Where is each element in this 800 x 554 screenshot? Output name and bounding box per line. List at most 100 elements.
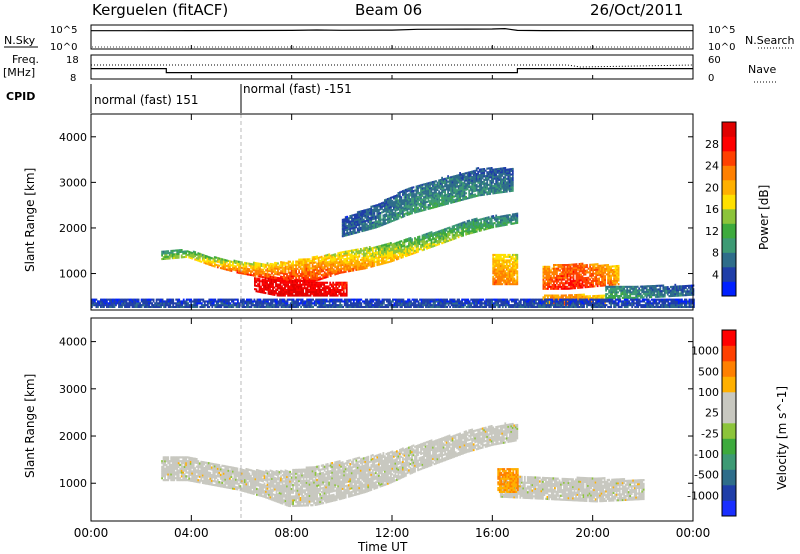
heatmap-cell — [241, 261, 243, 264]
heatmap-cell — [474, 227, 477, 230]
heatmap-cell — [367, 219, 370, 222]
noise-panel: N.Sky N.Search 10^5 10^0 10^5 10^0 — [4, 24, 795, 53]
heatmap-cell — [574, 287, 576, 290]
heatmap-cell — [284, 265, 287, 268]
heatmap-cell — [596, 265, 599, 268]
heatmap-cell — [480, 179, 483, 182]
heatmap-cell — [396, 201, 398, 204]
heatmap-cell — [381, 262, 383, 265]
heatmap-cell — [399, 244, 401, 247]
heatmap-cell — [548, 284, 551, 287]
heatmap-cell — [250, 270, 252, 273]
heatmap-cell — [198, 256, 201, 259]
heatmap-cell — [435, 202, 437, 205]
heatmap-cell — [322, 266, 325, 269]
heatmap-cell — [505, 185, 508, 188]
heatmap-cell — [406, 195, 409, 198]
heatmap-cell — [335, 265, 338, 268]
heatmap-cell — [421, 238, 424, 241]
heatmap-cell — [289, 266, 291, 269]
heatmap-cell — [312, 281, 315, 284]
heatmap-cell — [498, 264, 501, 267]
heatmap-cell — [382, 210, 385, 213]
heatmap-cell — [438, 237, 440, 240]
heatmap-cell — [307, 274, 309, 277]
heatmap-cell — [632, 287, 635, 290]
heatmap-cell — [444, 231, 446, 234]
heatmap-cell — [442, 194, 445, 197]
heatmap-cell — [605, 296, 607, 299]
heatmap-cell — [484, 184, 487, 187]
heatmap-cell — [606, 293, 609, 296]
heatmap-cell — [219, 263, 222, 266]
heatmap-cell — [426, 193, 428, 196]
heatmap-cell — [608, 291, 610, 294]
heatmap-cell — [581, 270, 584, 273]
heatmap-cell — [412, 189, 415, 192]
heatmap-cell — [448, 193, 451, 196]
heatmap-cell — [239, 268, 242, 271]
heatmap-cell — [239, 272, 242, 275]
heatmap-cell — [484, 220, 487, 223]
heatmap-cell — [608, 267, 611, 270]
heatmap-cell — [408, 195, 410, 198]
heatmap-cell — [391, 201, 394, 204]
heatmap-cell — [545, 301, 548, 304]
heatmap-cell — [617, 275, 620, 278]
heatmap-cell — [659, 286, 662, 289]
heatmap-cell — [279, 281, 282, 284]
heatmap-cell — [260, 287, 262, 290]
heatmap-cell — [492, 226, 495, 229]
heatmap-cell — [359, 217, 362, 220]
heatmap-cell — [311, 259, 314, 262]
heatmap-cell — [499, 270, 502, 273]
heatmap-cell — [492, 255, 495, 258]
heatmap-cell — [499, 178, 502, 181]
heatmap-cell — [608, 283, 611, 286]
heatmap-cell — [507, 270, 510, 273]
heatmap-cell — [257, 283, 259, 286]
heatmap-cell — [241, 270, 243, 273]
heatmap-cell — [421, 240, 424, 243]
heatmap-cell — [550, 269, 552, 272]
heatmap-cell — [502, 264, 505, 267]
heatmap-cell — [566, 280, 569, 283]
heatmap-cell — [335, 258, 338, 261]
heatmap-cell — [554, 284, 557, 287]
heatmap-cell — [309, 294, 312, 297]
heatmap-cell — [614, 272, 617, 275]
heatmap-cell — [355, 263, 358, 266]
heatmap-cell — [292, 264, 294, 267]
heatmap-cell — [287, 260, 290, 263]
heatmap-cell — [623, 293, 626, 296]
heatmap-cell — [504, 185, 507, 188]
heatmap-cell — [412, 252, 415, 255]
heatmap-cell — [218, 264, 221, 267]
heatmap-cell — [227, 269, 230, 272]
heatmap-cell — [341, 222, 344, 225]
heatmap-cell — [305, 279, 307, 282]
heatmap-cell — [346, 234, 349, 237]
heatmap-cell — [400, 209, 403, 212]
heatmap-cell — [241, 272, 243, 275]
heatmap-cell — [427, 207, 430, 210]
heatmap-cell — [438, 230, 440, 233]
heatmap-cell — [454, 235, 457, 238]
heatmap-cell — [367, 255, 370, 258]
heatmap-cell — [495, 272, 498, 275]
heatmap-cell — [318, 294, 321, 297]
heatmap-cell — [486, 167, 489, 170]
heatmap-cell — [385, 252, 388, 255]
heatmap-cell — [296, 285, 298, 288]
heatmap-cell — [396, 247, 398, 250]
heatmap-cell — [451, 225, 454, 228]
heatmap-cell — [460, 188, 463, 191]
heatmap-cell — [433, 204, 436, 207]
heatmap-cell — [399, 246, 401, 249]
heatmap-cell — [502, 255, 505, 258]
heatmap-cell — [451, 231, 454, 234]
heatmap-cell — [445, 235, 448, 238]
heatmap-cell — [161, 250, 163, 253]
heatmap-cell — [399, 240, 401, 243]
heatmap-cell — [469, 172, 472, 175]
